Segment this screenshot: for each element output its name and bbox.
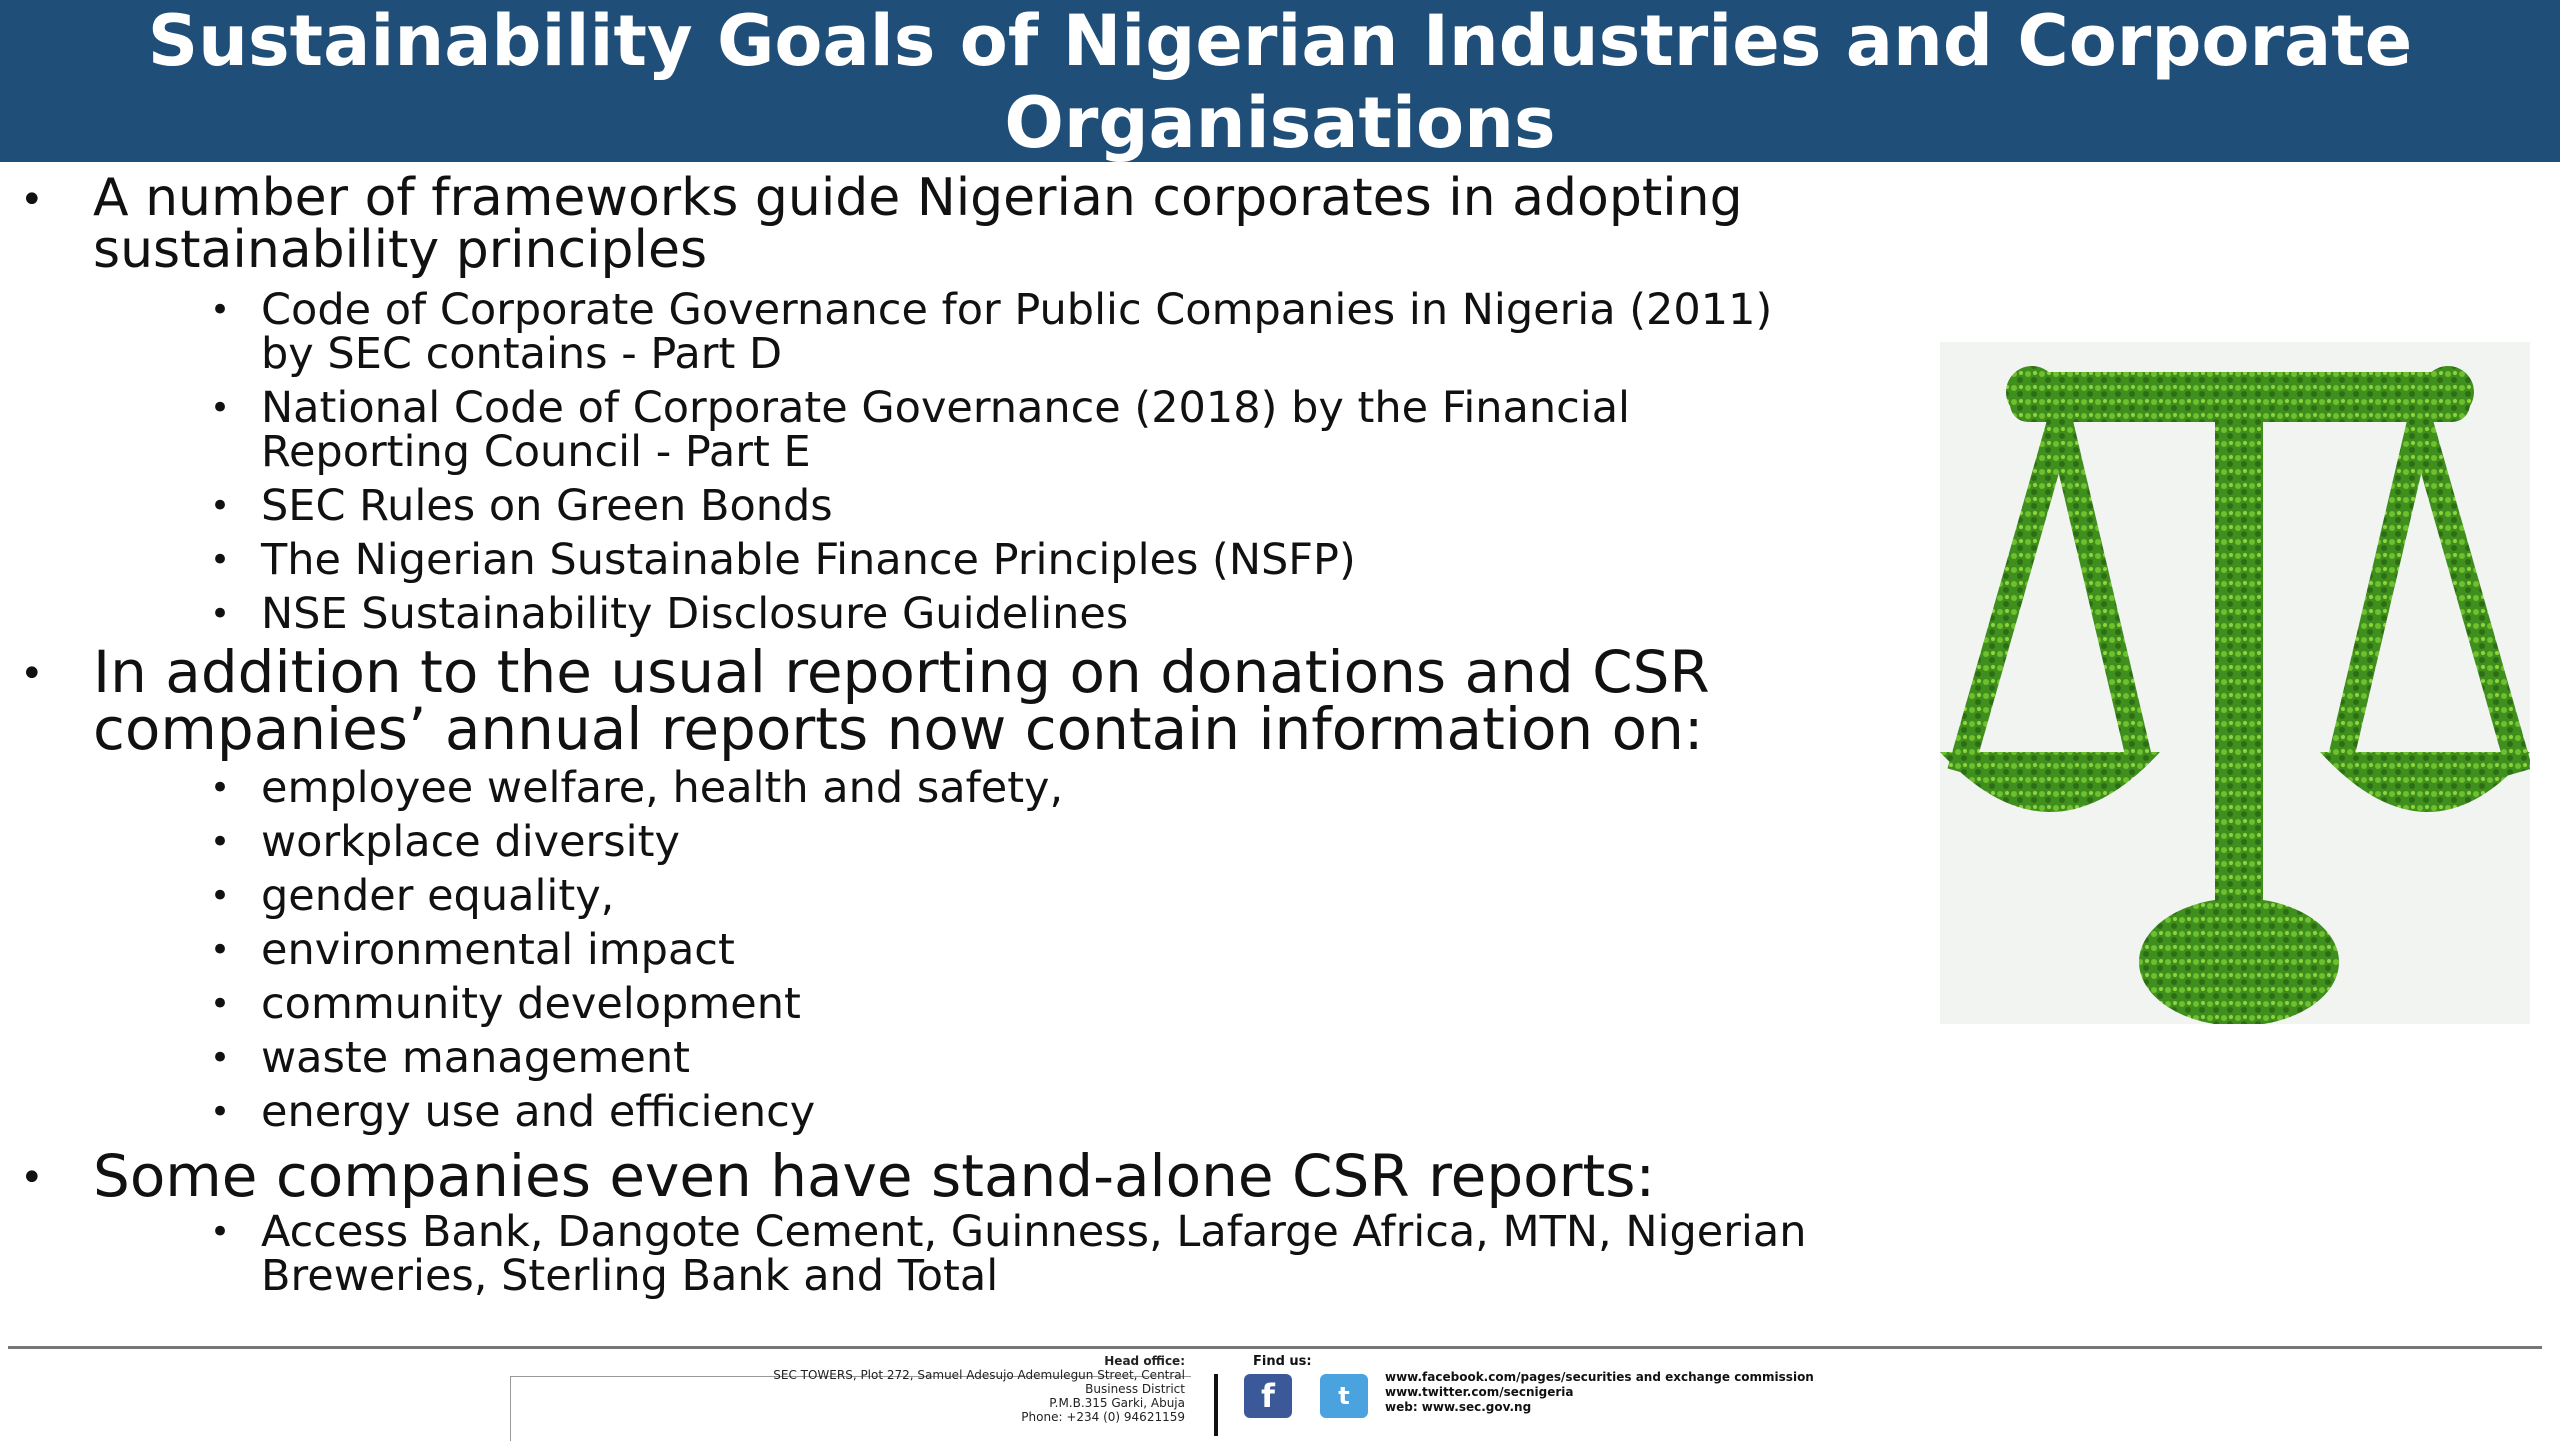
scales-of-justice-leaf-icon bbox=[1940, 366, 2533, 1026]
find-us-label: Find us: bbox=[1253, 1354, 1312, 1369]
section2-item-6: • waste management bbox=[210, 1033, 690, 1083]
section1-heading: • A number of frameworks guide Nigerian … bbox=[20, 168, 1743, 280]
section2-item-4: • environmental impact bbox=[210, 925, 735, 975]
web-link[interactable]: web: www.sec.gov.ng bbox=[1385, 1400, 1532, 1414]
slide-title-line2: Organisations bbox=[1004, 82, 1556, 164]
facebook-icon[interactable]: f bbox=[1244, 1374, 1292, 1418]
section1-item-3: • SEC Rules on Green Bonds bbox=[210, 481, 833, 531]
section3-item: • Access Bank, Dangote Cement, Guinness,… bbox=[210, 1207, 1807, 1301]
address-box bbox=[510, 1376, 1191, 1441]
slide-content: • A number of frameworks guide Nigerian … bbox=[0, 168, 1900, 1298]
slide-title: Sustainability Goals of Nigerian Industr… bbox=[0, 0, 2560, 164]
section2-item-5: • community development bbox=[210, 979, 801, 1029]
section1-item-4: • The Nigerian Sustainable Finance Princ… bbox=[210, 535, 1356, 585]
section2-item-3: • gender equality, bbox=[210, 871, 615, 921]
section2-item-2: • workplace diversity bbox=[210, 817, 680, 867]
head-office-address: Head office: SEC TOWERS, Plot 272, Samue… bbox=[773, 1354, 1185, 1424]
twitter-icon[interactable]: t bbox=[1320, 1374, 1368, 1418]
title-bar: Sustainability Goals of Nigerian Industr… bbox=[0, 0, 2560, 164]
section2-heading: • In addition to the usual reporting on … bbox=[20, 638, 1710, 763]
section2-item-1: • employee welfare, health and safety, bbox=[210, 763, 1064, 813]
footer: Head office: SEC TOWERS, Plot 272, Samue… bbox=[0, 1352, 2560, 1441]
scales-image bbox=[1940, 342, 2533, 1026]
footer-divider bbox=[8, 1346, 2542, 1349]
footer-separator bbox=[1214, 1374, 1218, 1436]
slide-title-line1: Sustainability Goals of Nigerian Industr… bbox=[147, 0, 2413, 82]
section1-item-5: • NSE Sustainability Disclosure Guidelin… bbox=[210, 589, 1129, 639]
facebook-link[interactable]: www.facebook.com/pages/securities and ex… bbox=[1385, 1370, 1814, 1384]
section1-item-1: • Code of Corporate Governance for Publi… bbox=[210, 285, 1773, 379]
section3-heading: • Some companies even have stand-alone C… bbox=[20, 1142, 1655, 1210]
social-links: www.facebook.com/pages/securities and ex… bbox=[1385, 1370, 1814, 1415]
section1-item-2: • National Code of Corporate Governance … bbox=[210, 383, 1631, 477]
section2-item-7: • energy use and efficiency bbox=[210, 1087, 816, 1137]
twitter-link[interactable]: www.twitter.com/secnigeria bbox=[1385, 1385, 1574, 1399]
